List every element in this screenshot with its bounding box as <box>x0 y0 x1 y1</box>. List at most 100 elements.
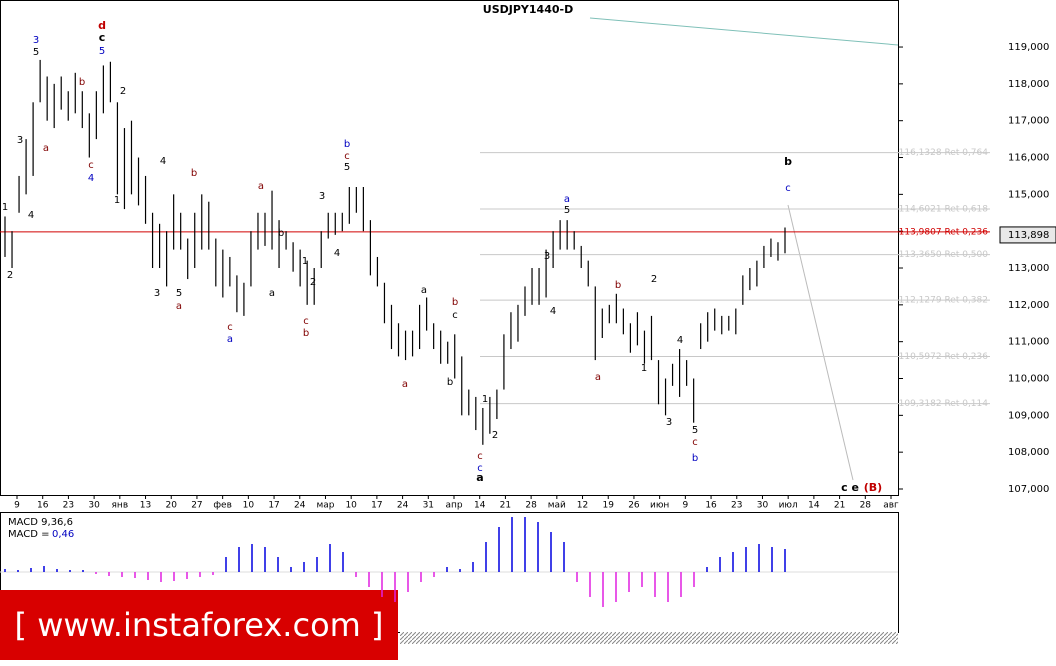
y-tick-label: 118,000 <box>1008 79 1049 90</box>
y-tick-label: 113,000 <box>1008 263 1049 274</box>
x-tick-label: 28 <box>860 501 872 511</box>
x-tick-label: 21 <box>834 501 845 511</box>
x-tick-label: апр <box>445 501 462 511</box>
wave-label: a <box>176 301 182 312</box>
wave-label: 1 <box>2 202 8 213</box>
x-tick-label: 16 <box>705 501 717 511</box>
wave-label: a <box>227 334 233 345</box>
x-tick-label: авг <box>883 501 899 511</box>
wave-label: 5 <box>344 162 350 173</box>
wave-label: 1 <box>114 195 120 206</box>
wave-label: a <box>43 143 49 154</box>
wave-label: c <box>99 31 106 44</box>
x-tick-label: 17 <box>268 501 279 511</box>
x-tick-label: 9 <box>682 501 688 511</box>
x-tick-label: июл <box>779 501 798 511</box>
wave-label: 5 <box>33 47 39 58</box>
x-tick-label: 24 <box>294 501 306 511</box>
wave-label: 1 <box>641 363 647 374</box>
watermark: [ www.instaforex.com ] <box>15 606 384 644</box>
wave-label: b <box>344 139 350 150</box>
x-tick-label: 16 <box>37 501 49 511</box>
wave-label: a <box>421 285 427 296</box>
x-tick-label: 23 <box>731 501 742 511</box>
x-tick-label: 19 <box>603 501 615 511</box>
wave-label: a <box>564 194 570 205</box>
level-label: 114,6021 Ret 0,618 <box>899 205 989 215</box>
level-label: 109,3182 Ret 0,114 <box>899 399 989 409</box>
wave-label: b <box>692 453 698 464</box>
x-tick-label: 30 <box>88 501 100 511</box>
macd-name: MACD 9,36,6 <box>8 517 73 528</box>
wave-label: 2 <box>7 270 13 281</box>
x-tick-label: 26 <box>628 501 640 511</box>
x-tick-label: 20 <box>166 501 178 511</box>
x-tick-label: 10 <box>345 501 357 511</box>
y-tick-label: 119,000 <box>1008 42 1049 53</box>
wave-label: b <box>452 297 458 308</box>
x-tick-label: фев <box>213 501 232 511</box>
y-tick-label: 112,000 <box>1008 300 1049 311</box>
wave-label: 3 <box>666 417 672 428</box>
wave-label: 5 <box>692 425 698 436</box>
y-tick-label: 115,000 <box>1008 189 1049 200</box>
watermark-box <box>0 590 398 660</box>
current-price-box <box>999 226 1056 244</box>
y-tick-label: 107,000 <box>1008 484 1049 495</box>
wave-label: 4 <box>28 210 34 221</box>
x-tick-label: 10 <box>243 501 255 511</box>
x-tick-label: 14 <box>474 501 486 511</box>
level-label: 110,5972 Ret 0,236 <box>899 352 989 362</box>
level-label: 113,9807 Ret 0,236 <box>899 227 989 237</box>
x-tick-label: 24 <box>397 501 409 511</box>
wave-label: b <box>79 77 85 88</box>
x-tick-label: 12 <box>577 501 588 511</box>
wave-label: 4 <box>550 306 556 317</box>
wave-label: 3 <box>33 35 39 46</box>
level-label: 113,3650 Ret 0,500 <box>899 250 989 260</box>
x-tick-label: май <box>548 501 566 511</box>
wave-label: d <box>98 19 106 32</box>
wave-label: (B) <box>864 481 882 494</box>
wave-label: c <box>785 183 791 194</box>
chart-title: USDJPY1440-D <box>483 3 573 16</box>
x-tick-label: мар <box>316 501 334 511</box>
wave-label: 3 <box>17 135 23 146</box>
wave-label: 2 <box>310 277 316 288</box>
macd-caption: MACD = <box>8 529 50 540</box>
wave-label: 4 <box>88 173 94 184</box>
y-tick-label: 111,000 <box>1008 337 1049 348</box>
wave-label: 3 <box>544 251 550 262</box>
wave-label: a <box>269 288 275 299</box>
trend-line <box>589 17 899 46</box>
wave-label: b <box>303 328 309 339</box>
wave-label: c <box>227 322 233 333</box>
wave-label: b <box>615 280 621 291</box>
wave-label: c <box>344 151 350 162</box>
indicator-hatch <box>400 632 898 644</box>
x-tick-label: 17 <box>371 501 382 511</box>
wave-label: c e <box>841 481 859 494</box>
wave-label: 4 <box>677 335 683 346</box>
wave-label: a <box>258 181 264 192</box>
y-tick-label: 109,000 <box>1008 410 1049 421</box>
x-tick-label: янв <box>112 501 129 511</box>
macd-value: 0,46 <box>52 529 74 540</box>
wave-label: c <box>477 463 483 474</box>
level-label: 116,1328 Ret 0,764 <box>899 148 989 158</box>
wave-label: 5 <box>99 46 105 57</box>
x-tick-label: 31 <box>423 501 434 511</box>
x-tick-label: июн <box>650 501 669 511</box>
wave-label: b <box>278 228 284 239</box>
wave-label: b <box>447 377 453 388</box>
wave-label: 3 <box>319 191 325 202</box>
x-tick-label: 27 <box>191 501 202 511</box>
wave-label: 4 <box>334 248 340 259</box>
projection-line <box>787 204 854 481</box>
wave-label: a <box>402 379 408 390</box>
wave-label: a <box>476 471 483 484</box>
wave-label: 3 <box>154 288 160 299</box>
wave-label: 2 <box>651 274 657 285</box>
wave-label: c <box>477 451 483 462</box>
wave-label: c <box>88 160 94 171</box>
